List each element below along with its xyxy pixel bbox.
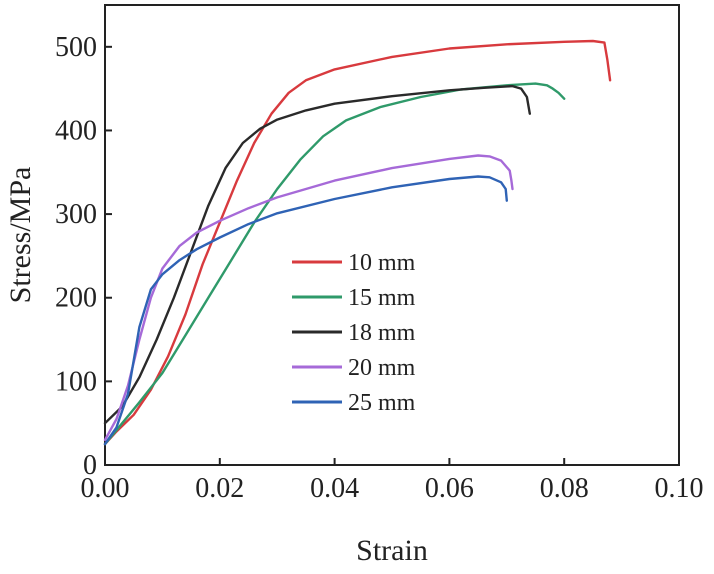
y-tick-label: 300 <box>55 199 97 230</box>
legend-label-10-mm: 10 mm <box>348 250 416 276</box>
y-axis-title: Stress/MPa <box>4 167 37 304</box>
series-line-20-mm <box>103 154 514 442</box>
series-line-15-mm <box>103 82 566 446</box>
y-axis: 0 100 200 300 400 500 <box>55 32 112 481</box>
x-tick-label: 0.00 <box>81 473 130 504</box>
legend-label-25-mm: 25 mm <box>348 390 416 416</box>
x-axis-title: Strain <box>356 534 428 567</box>
data-series-group <box>103 39 612 446</box>
legend-label-20-mm: 20 mm <box>348 355 416 381</box>
plot-area-frame <box>104 4 680 466</box>
series-line-10-mm <box>103 39 612 446</box>
legend: 10 mm 15 mm 18 mm 20 mm 25 mm <box>292 250 416 416</box>
y-tick-label: 0 <box>83 450 97 481</box>
y-tick-label: 500 <box>55 32 97 63</box>
x-tick-label: 0.04 <box>310 473 359 504</box>
legend-label-18-mm: 18 mm <box>348 320 416 346</box>
x-tick-label: 0.10 <box>655 473 704 504</box>
x-tick-label: 0.02 <box>195 473 244 504</box>
legend-label-15-mm: 15 mm <box>348 285 416 311</box>
x-tick-label: 0.06 <box>425 473 474 504</box>
y-tick-label: 200 <box>55 283 97 314</box>
series-line-25-mm <box>103 175 508 446</box>
y-tick-label: 400 <box>55 115 97 146</box>
y-tick-label: 100 <box>55 366 97 397</box>
x-axis: 0.00 0.02 0.04 0.06 0.08 0.10 <box>81 458 704 504</box>
x-tick-label: 0.08 <box>540 473 589 504</box>
series-line-18-mm <box>103 84 531 425</box>
